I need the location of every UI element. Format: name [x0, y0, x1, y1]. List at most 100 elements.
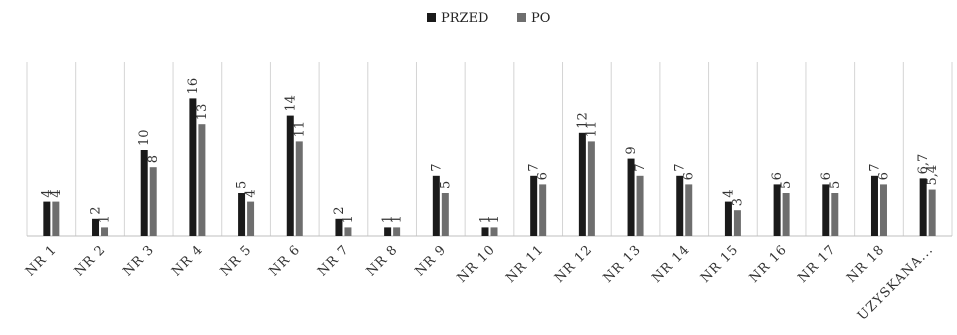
bar-przed-4: [189, 98, 197, 237]
bar-po-11: [539, 184, 547, 236]
data-label-przed-8: 1: [381, 215, 396, 223]
data-label-po-16: 5: [779, 181, 794, 189]
bar-po-8: [393, 227, 401, 236]
x-tick-label: NR 15: [698, 242, 742, 286]
bar-przed-10: [481, 227, 489, 236]
bar-przed-12: [578, 132, 586, 236]
bar-po-12: [587, 141, 595, 236]
data-label-po-8: 1: [390, 215, 405, 223]
bar-przed-5: [238, 193, 246, 236]
data-label-przed-7: 2: [332, 207, 347, 215]
bar-przed-19: [919, 178, 927, 236]
data-label-przed-10: 1: [478, 215, 493, 223]
bar-po-4: [198, 124, 206, 236]
data-label-po-15: 3: [730, 198, 745, 206]
x-tick-label: NR 6: [266, 242, 303, 279]
data-label-po-19: 5,4: [925, 165, 940, 186]
legend-swatch-po: [517, 13, 526, 22]
data-label-po-14: 6: [682, 172, 697, 180]
data-label-przed-13: 9: [624, 146, 639, 154]
data-label-przed-1: 4: [40, 189, 55, 197]
bar-po-6: [295, 141, 303, 236]
x-tick-label: NR 16: [747, 242, 791, 286]
x-tick-labels: NR 1 NR 2 NR 3 NR 4 NR 5 NR 6 NR 7 NR 8 NR 9 NR 1…: [23, 242, 936, 323]
x-tick-label: NR 2: [72, 242, 109, 279]
bar-po-19: [928, 189, 936, 236]
category-gridlines: [26, 62, 953, 236]
bar-po-17: [831, 193, 839, 236]
data-label-przed-12: 12: [575, 112, 590, 129]
data-label-po-4: 13: [195, 104, 210, 121]
data-label-po-13: 7: [633, 164, 648, 172]
bar-po-10: [490, 227, 498, 236]
bar-po-9: [441, 193, 449, 236]
data-label-przed-11: 7: [527, 164, 542, 172]
legend-swatch-przed: [427, 13, 436, 22]
data-label-po-2: 1: [98, 215, 113, 223]
bar-przed-6: [286, 115, 294, 236]
bar-przed-14: [676, 175, 684, 236]
bar-po-13: [636, 175, 644, 236]
data-label-po-11: 6: [536, 172, 551, 180]
bar-przed-1: [43, 201, 51, 236]
bar-po-2: [101, 227, 109, 236]
data-label-przed-6: 14: [283, 95, 298, 112]
data-label-przed-5: 5: [235, 181, 250, 189]
legend: PRZED PO: [427, 11, 550, 26]
data-label-przed-18: 7: [867, 164, 882, 172]
data-label-po-12: 11: [584, 121, 599, 138]
x-tick-label: NR 13: [601, 242, 645, 286]
x-tick-label: NR 18: [844, 242, 888, 286]
bar-przed-17: [822, 184, 830, 236]
bar-po-7: [344, 227, 352, 236]
data-label-po-17: 5: [828, 181, 843, 189]
x-tick-label: NR 7: [315, 242, 352, 279]
bar-po-16: [782, 193, 790, 236]
bar-po-5: [247, 201, 255, 236]
x-tick-label: NR 8: [364, 242, 401, 279]
bar-po-14: [685, 184, 693, 236]
x-tick-label: NR 14: [649, 242, 693, 286]
x-tick-label: NR 5: [218, 242, 255, 279]
bar-przed-7: [335, 218, 343, 236]
data-label-po-18: 6: [876, 172, 891, 180]
data-label-po-9: 5: [438, 181, 453, 189]
data-label-przed-17: 6: [819, 172, 834, 180]
x-tick-label: NR 12: [552, 242, 596, 286]
data-label-po-10: 1: [487, 215, 502, 223]
data-label-przed-19: 6,7: [916, 154, 931, 175]
x-tick-label: NR 11: [503, 242, 547, 286]
data-label-przed-14: 7: [673, 164, 688, 172]
data-label-przed-2: 2: [89, 207, 104, 215]
x-tick-label: NR 3: [120, 242, 157, 279]
bars: [43, 98, 936, 237]
legend-label-po: PO: [531, 11, 550, 26]
legend-label-przed: PRZED: [441, 11, 488, 26]
data-label-przed-16: 6: [770, 172, 785, 180]
data-label-po-6: 11: [292, 121, 307, 138]
bar-przed-16: [773, 184, 781, 236]
data-label-po-7: 1: [341, 215, 356, 223]
x-tick-label: NR 10: [455, 242, 499, 286]
bar-po-3: [149, 167, 157, 236]
bar-przed-2: [92, 218, 100, 236]
data-label-po-5: 4: [244, 189, 259, 197]
bar-po-1: [52, 201, 60, 236]
data-label-przed-3: 10: [137, 129, 152, 146]
bar-przed-11: [530, 175, 538, 236]
bar-przed-8: [384, 227, 392, 236]
bar-przed-9: [432, 175, 440, 236]
data-label-przed-15: 4: [721, 189, 736, 197]
bar-po-15: [733, 210, 741, 236]
data-label-przed-9: 7: [429, 164, 444, 172]
x-tick-label: NR 17: [795, 242, 839, 286]
bar-przed-15: [724, 201, 732, 236]
x-tick-label: NR 9: [412, 242, 449, 279]
data-label-po-3: 8: [146, 155, 161, 163]
data-label-po-1: 4: [49, 189, 64, 197]
bar-po-18: [879, 184, 887, 236]
data-label-przed-4: 16: [186, 78, 201, 95]
x-tick-label: NR 4: [169, 242, 206, 279]
